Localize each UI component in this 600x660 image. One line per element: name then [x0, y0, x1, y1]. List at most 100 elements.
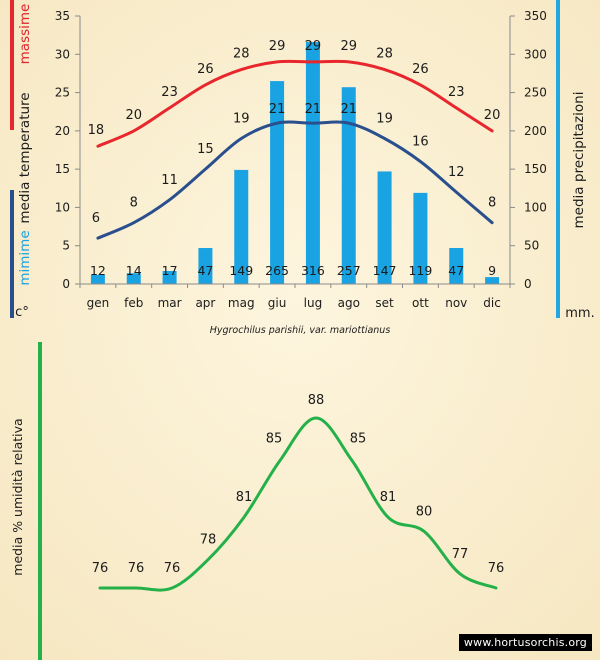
humidity-label-ago: 85 [350, 432, 367, 447]
precip-label-set: 147 [373, 263, 397, 278]
x-tick-label-gen: gen [87, 296, 110, 310]
right-tick-label: 100 [524, 200, 547, 214]
right-tick-label: 250 [524, 86, 547, 100]
x-tick-label-lug: lug [304, 296, 323, 310]
max-temp-label-ago: 29 [340, 39, 357, 54]
x-tick-label-feb: feb [124, 296, 143, 310]
min-temp-label-lug: 21 [305, 102, 322, 117]
precipitation-bar-dic [485, 277, 500, 284]
precipitation-bar-giu [270, 81, 285, 284]
right-tick-label: 300 [524, 47, 547, 61]
max-temp-label-feb: 20 [125, 108, 142, 123]
humidity-label-feb: 76 [128, 561, 145, 576]
right-tick-label: 50 [524, 239, 539, 253]
min-temp-label-giu: 21 [269, 102, 286, 117]
min-temp-label-mag: 19 [233, 112, 250, 127]
right-axis-unit: mm. [565, 306, 594, 321]
humidity-label-gen: 76 [92, 561, 109, 576]
credit-watermark: www.hortusorchis.org [458, 634, 592, 651]
min-temp-label-dic: 8 [488, 196, 496, 211]
humidity-label-nov: 77 [452, 547, 469, 562]
right-tick-label: 0 [524, 277, 532, 291]
humidity-chart: media % umidità relativa 76 76 76 78 81 85 88 8… [10, 342, 504, 660]
max-temperature-line [96, 59, 494, 148]
left-tick-label: 35 [55, 9, 70, 23]
humidity-label-mar: 76 [164, 561, 181, 576]
left-tick-label: 5 [62, 239, 70, 253]
precipitation-bar-lug [305, 42, 320, 284]
precipitation-bar-feb [126, 273, 141, 284]
humidity-label-giu: 85 [266, 432, 283, 447]
precipitation-bar-gen [90, 274, 105, 284]
precip-label-lug: 316 [301, 263, 325, 278]
max-temp-label-gen: 18 [88, 123, 105, 138]
precip-label-giu: 265 [265, 263, 289, 278]
max-temp-label-lug: 29 [305, 39, 322, 54]
max-temp-label-nov: 23 [448, 85, 465, 100]
precipitation-bars [90, 42, 500, 284]
min-temp-label-mar: 11 [161, 173, 178, 188]
humidity-line [98, 416, 498, 592]
precip-label-mar: 17 [162, 263, 178, 278]
x-tick-label-giu: giu [268, 296, 287, 310]
right-tick-label: 200 [524, 124, 547, 138]
right-axis-title: media precipitazioni [571, 92, 587, 229]
precipitation-bar-nov [449, 248, 464, 284]
max-temp-label-apr: 26 [197, 62, 214, 77]
min-temp-label-apr: 15 [197, 142, 214, 157]
x-tick-label-ago: ago [338, 296, 360, 310]
x-tick-label-mar: mar [158, 296, 182, 310]
min-temp-label-ott: 16 [412, 134, 429, 149]
humidity-label-ott: 80 [416, 504, 433, 519]
left-axis-title-min: mimime [17, 230, 33, 285]
temperature-lines [96, 59, 494, 240]
precipitation-bar-set [377, 171, 392, 284]
precip-label-nov: 47 [448, 263, 464, 278]
precip-label-mag: 149 [229, 263, 253, 278]
left-tick-label: 25 [55, 86, 70, 100]
precip-label-apr: 47 [197, 263, 213, 278]
precipitation-bar-mag [234, 169, 249, 284]
left-tick-label: 20 [55, 124, 70, 138]
x-tick-label-mag: mag [228, 296, 255, 310]
precip-label-ago: 257 [337, 263, 361, 278]
left-tick-label: 30 [55, 47, 70, 61]
max-temp-label-set: 28 [376, 47, 393, 62]
x-tick-label-set: set [375, 296, 394, 310]
max-temp-label-ott: 26 [412, 62, 429, 77]
humidity-label-apr: 78 [200, 533, 217, 548]
precip-label-feb: 14 [126, 263, 142, 278]
precip-label-dic: 9 [488, 263, 496, 278]
precipitation-bar-apr [198, 248, 213, 284]
min-temp-label-feb: 8 [130, 196, 138, 211]
humidity-label-mag: 81 [236, 490, 253, 505]
x-tick-label-ott: ott [412, 296, 429, 310]
chart-caption: Hygrochilus parishii, var. mariottianus [210, 325, 391, 336]
humidity-axis-title: media % umidità relativa [10, 418, 25, 575]
min-temp-label-gen: 6 [92, 211, 100, 226]
humidity-data-labels: 76 76 76 78 81 85 88 85 81 80 77 76 [92, 393, 505, 576]
humidity-label-lug: 88 [308, 393, 325, 408]
max-temp-label-mar: 23 [161, 85, 178, 100]
x-tick-label-nov: nov [445, 296, 467, 310]
x-tick-label-apr: apr [195, 296, 215, 310]
humidity-label-dic: 76 [488, 561, 505, 576]
min-temperature-line [96, 120, 494, 240]
precipitation-bar-ago [341, 87, 356, 284]
max-temp-label-dic: 20 [484, 108, 501, 123]
left-tick-label: 0 [62, 277, 70, 291]
left-tick-label: 15 [55, 162, 70, 176]
data-labels: 18 20 23 26 28 29 29 29 28 26 23 20 6 8 11 15 19 21 21 21 19… [88, 39, 501, 278]
humidity-label-set: 81 [380, 490, 397, 505]
right-tick-label: 150 [524, 162, 547, 176]
left-axis-unit: c° [15, 305, 29, 320]
max-temp-label-giu: 29 [269, 39, 286, 54]
min-temp-label-set: 19 [376, 112, 393, 127]
left-axis-title-max: massime [17, 4, 33, 65]
left-axis-title: media temperature [17, 92, 33, 223]
max-temp-label-mag: 28 [233, 47, 250, 62]
left-tick-label: 10 [55, 200, 70, 214]
